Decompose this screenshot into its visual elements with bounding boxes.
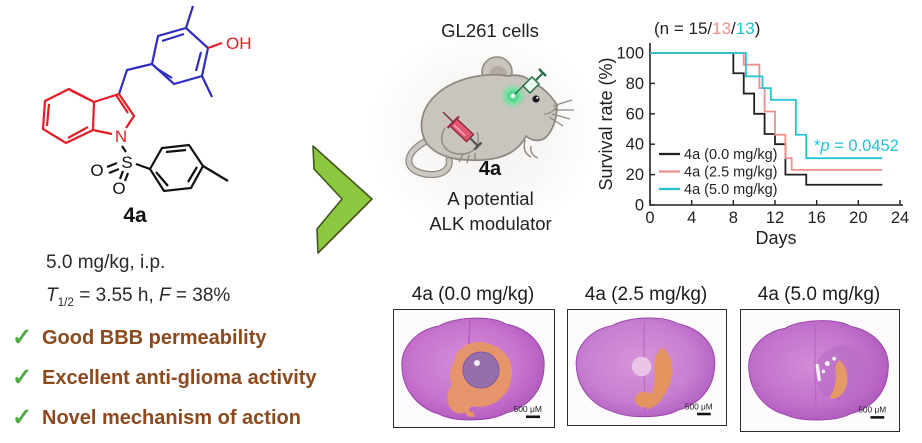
caption-line1: A potential <box>447 188 534 209</box>
svg-text:Survival rate (%): Survival rate (%) <box>598 57 616 190</box>
drug-syringe-icon <box>442 111 483 151</box>
scale-bar-label: 500 μM <box>685 402 713 411</box>
mouse-compound-label: 4a <box>478 158 502 180</box>
dose-line: 5.0 mg/kg, i.p. <box>46 252 166 273</box>
halflife-line: T1/2 = 3.55 h, F = 38% <box>46 285 231 309</box>
svg-text:8: 8 <box>729 209 738 227</box>
hist-panel-0: 500 μM <box>393 309 555 428</box>
list-item: ✓ Good BBB permeability <box>12 326 317 352</box>
eye-glint <box>536 96 539 99</box>
mouse-eye <box>532 95 540 103</box>
key-findings-list: ✓ Good BBB permeability ✓ Excellent anti… <box>12 326 317 443</box>
svg-text:40: 40 <box>626 136 644 154</box>
svg-text:4: 4 <box>687 209 696 227</box>
scale-bar <box>526 415 540 419</box>
compound-structure: OH N S O O 4a <box>41 5 252 227</box>
mouse-illustration <box>405 56 574 178</box>
svg-text:16: 16 <box>807 209 825 227</box>
midline-fissure <box>814 324 818 417</box>
svg-text:24: 24 <box>891 209 909 227</box>
indole-ring <box>41 87 136 145</box>
pk-summary: 5.0 mg/kg, i.p. T1/2 = 3.55 h, F = 38% <box>46 246 230 319</box>
svg-text:Days: Days <box>755 228 796 248</box>
scale-bar <box>697 412 711 416</box>
mouse-whiskers <box>543 99 574 127</box>
mouse-body <box>420 73 558 162</box>
check-icon: ✓ <box>12 404 33 431</box>
mouse-legs <box>441 127 539 164</box>
svg-text:80: 80 <box>626 75 644 93</box>
scale-bar-label: 500 μM <box>858 405 886 415</box>
list-item: ✓ Excellent anti-glioma activity <box>12 366 317 392</box>
hist-panel-2: 500 μM <box>740 309 900 432</box>
hist-panel-1: 500 μM <box>567 309 727 426</box>
necrotic-core <box>631 356 652 377</box>
check-icon: ✓ <box>12 364 33 391</box>
svg-text:20: 20 <box>849 209 867 227</box>
scale-bar <box>870 416 885 419</box>
alk-modulator-caption: A potential ALK modulator <box>388 186 593 236</box>
oxygen2-label: O <box>112 179 125 198</box>
cells-syringe-icon <box>514 68 547 95</box>
mouse-tail <box>405 136 453 178</box>
claim-text: Novel mechanism of action <box>42 407 301 429</box>
indole-nitrogen-label: N <box>115 127 127 146</box>
svg-text:(n = 15/13/13): (n = 15/13/13) <box>654 19 760 38</box>
svg-text:0: 0 <box>645 209 654 227</box>
svg-text:20: 20 <box>626 166 644 184</box>
compound-name-label: 4a <box>123 204 147 227</box>
list-item: ✓ Novel mechanism of action <box>12 406 317 432</box>
hydroxyl-label: OH <box>226 34 252 53</box>
hist-label-2: 4a (5.0 mg/kg) <box>757 284 881 305</box>
gl261-cells-label: GL261 cells <box>441 20 539 41</box>
scale-bar-label: 500 μM <box>513 404 542 414</box>
arrow-right-icon <box>312 145 373 254</box>
svg-text:*p = 0.0452: *p = 0.0452 <box>814 137 899 155</box>
brain-section-2: 500 μM <box>748 320 889 421</box>
svg-text:4a (5.0 mg/kg): 4a (5.0 mg/kg) <box>684 182 778 198</box>
tumor-speckles <box>815 356 837 382</box>
svg-text:60: 60 <box>626 105 644 123</box>
tosyl-group <box>106 143 229 193</box>
claim-text: Excellent anti-glioma activity <box>42 367 317 389</box>
survival-chart: 0 4 8 12 16 20 24 0 20 40 60 80 100 Days Survival rate… <box>598 19 909 248</box>
svg-text:4a (0.0 mg/kg): 4a (0.0 mg/kg) <box>684 147 778 163</box>
svg-text:100: 100 <box>616 45 644 63</box>
oxygen1-label: O <box>90 161 103 180</box>
hist-label-0: 4a (0.0 mg/kg) <box>411 284 535 305</box>
claim-text: Good BBB permeability <box>42 327 267 349</box>
svg-text:4a (2.5 mg/kg): 4a (2.5 mg/kg) <box>684 165 778 181</box>
brain-section-1: 500 μM <box>575 317 716 418</box>
svg-text:12: 12 <box>766 209 784 227</box>
caption-line2: ALK modulator <box>429 213 552 234</box>
oh-bond <box>207 41 223 50</box>
hist-label-1: 4a (2.5 mg/kg) <box>584 284 708 305</box>
sulfur-label: S <box>121 153 132 172</box>
brain-section-0: 500 μM <box>401 317 545 421</box>
phenol-ring <box>117 5 213 98</box>
tumor-region <box>646 347 673 410</box>
check-icon: ✓ <box>12 324 33 351</box>
tumor-region <box>829 359 848 399</box>
svg-text:0: 0 <box>635 197 644 215</box>
